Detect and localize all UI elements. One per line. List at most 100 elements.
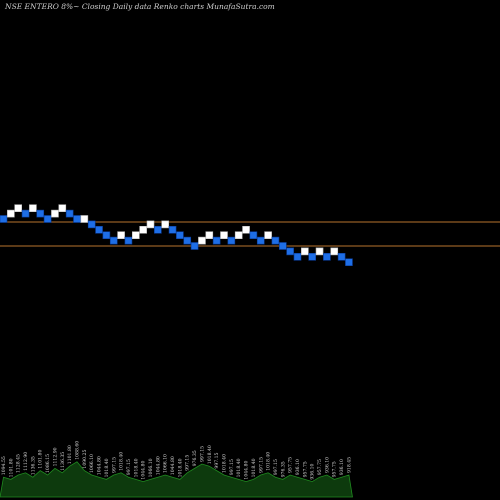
- volume-value-label: 976.35: [192, 450, 198, 466]
- renko-brick-down: [87, 220, 96, 229]
- renko-brick-down: [183, 236, 192, 245]
- volume-value-label: 936.10: [339, 459, 345, 475]
- volume-value-label: 1128.45: [16, 454, 22, 473]
- volume-value-label: 1101.80: [38, 450, 44, 469]
- renko-brick-up: [301, 247, 309, 256]
- volume-value-label: 997.15: [273, 459, 279, 475]
- volume-value-label: 1018.40: [119, 452, 125, 471]
- renko-brick-down: [43, 215, 52, 223]
- renko-brick-up: [80, 215, 89, 223]
- volume-value-label: 1044.80: [244, 461, 250, 480]
- renko-brick-down: [95, 226, 103, 234]
- volume-labels: 1094.55 1101.80 1128.45 1112.90 1136.35 1101.…: [1, 441, 352, 480]
- renko-brick-down: [271, 236, 280, 245]
- renko-brick-down: [212, 236, 221, 245]
- renko-brick-down: [190, 242, 199, 250]
- volume-value-label: 997.15: [111, 457, 117, 473]
- renko-brick-down: [168, 226, 177, 234]
- renko-brick-down: [293, 253, 302, 261]
- renko-brick-down: [102, 231, 111, 239]
- volume-value-label: 936.10: [295, 459, 301, 475]
- volume-value-label: 1112.90: [23, 452, 29, 471]
- volume-value-label: 1018.40: [207, 445, 213, 464]
- renko-brick-up: [161, 220, 169, 229]
- renko-brick-down: [21, 209, 30, 218]
- renko-brick-up: [51, 209, 59, 218]
- volume-value-label: 936.10: [324, 457, 330, 473]
- renko-brick-down: [124, 236, 133, 245]
- volume-value-label: 957.75: [288, 457, 294, 473]
- renko-brick-up: [242, 226, 250, 234]
- volume-value-label: 997.15: [214, 452, 220, 468]
- renko-brick-up: [132, 231, 140, 239]
- volume-value-label: 936.10: [310, 463, 316, 479]
- volume-value-label: 957.75: [317, 459, 323, 475]
- renko-brick-up: [146, 220, 155, 229]
- volume-value-label: 1086.15: [45, 454, 51, 473]
- renko-brick-down: [337, 253, 346, 261]
- renko-brick-down: [154, 226, 162, 234]
- renko-brick-down: [73, 215, 81, 223]
- volume-area-path: [0, 461, 353, 498]
- renko-brick-down: [65, 209, 74, 218]
- volume-value-label: 1044.80: [155, 456, 161, 475]
- renko-brick-down: [176, 231, 184, 239]
- renko-brick-up: [234, 231, 243, 239]
- volume-value-label: 1066.10: [148, 458, 154, 477]
- renko-brick-up: [117, 231, 125, 239]
- renko-brick-up: [14, 204, 22, 212]
- renko-brick-up: [139, 226, 147, 234]
- volume-value-label: 1136.35: [30, 456, 36, 475]
- volume-value-label: 1112.90: [52, 447, 58, 466]
- volume-value-label: 1018.40: [236, 458, 242, 477]
- volume-value-label: 1066.10: [163, 454, 169, 473]
- volume-value-label: 918.45: [346, 457, 352, 473]
- renko-brick-down: [36, 209, 45, 218]
- volume-value-label: 1101.80: [67, 445, 73, 464]
- volume-value-label: 957.75: [332, 461, 338, 477]
- renko-brick-up: [29, 204, 37, 212]
- volume-value-label: 976.35: [280, 461, 286, 477]
- renko-brick-down: [286, 247, 294, 256]
- volume-value-label: 1094.55: [1, 456, 7, 475]
- volume-value-label: 997.15: [199, 446, 205, 462]
- renko-brick-down: [249, 231, 258, 239]
- volume-value-label: 1044.80: [97, 456, 103, 475]
- renko-brick-down: [323, 253, 331, 261]
- renko-brick-down: [109, 236, 118, 245]
- volume-value-label: 1044.80: [141, 461, 147, 480]
- renko-bricks: [0, 204, 353, 267]
- volume-value-label: 1090.25: [82, 450, 88, 469]
- renko-brick-down: [227, 236, 236, 245]
- volume-value-label: 1101.80: [8, 458, 14, 477]
- volume-value-label: 1066.10: [89, 454, 95, 473]
- volume-value-label: 1018.40: [133, 458, 139, 477]
- volume-value-label: 1018.40: [177, 458, 183, 477]
- renko-brick-up: [205, 231, 214, 239]
- renko-brick-up: [58, 204, 67, 212]
- renko-brick-up: [7, 209, 15, 218]
- volume-value-label: 1088.60: [75, 441, 81, 460]
- renko-brick-up: [330, 247, 339, 256]
- renko-brick-up: [315, 247, 324, 256]
- volume-value-label: 1136.35: [60, 452, 66, 471]
- volume-area: [0, 461, 353, 498]
- renko-brick-up: [264, 231, 272, 239]
- renko-brick-down: [345, 258, 353, 267]
- volume-value-label: 997.15: [258, 457, 264, 473]
- volume-value-label: 1018.40: [266, 452, 272, 471]
- renko-brick-up: [198, 236, 206, 245]
- renko-brick-down: [308, 253, 317, 261]
- renko-brick-down: [256, 236, 265, 245]
- volume-value-label: 1018.40: [104, 458, 110, 477]
- renko-brick-up: [220, 231, 228, 239]
- volume-value-label: 957.75: [302, 461, 308, 477]
- volume-value-label: 1044.80: [170, 456, 176, 475]
- chart-title: NSE ENTERO 8%~ Closing Daily data Renko …: [4, 2, 275, 11]
- volume-value-label: 1018.40: [251, 458, 257, 477]
- volume-value-label: 997.15: [126, 459, 132, 475]
- volume-value-label: 997.15: [185, 455, 191, 471]
- volume-value-label: 997.15: [229, 459, 235, 475]
